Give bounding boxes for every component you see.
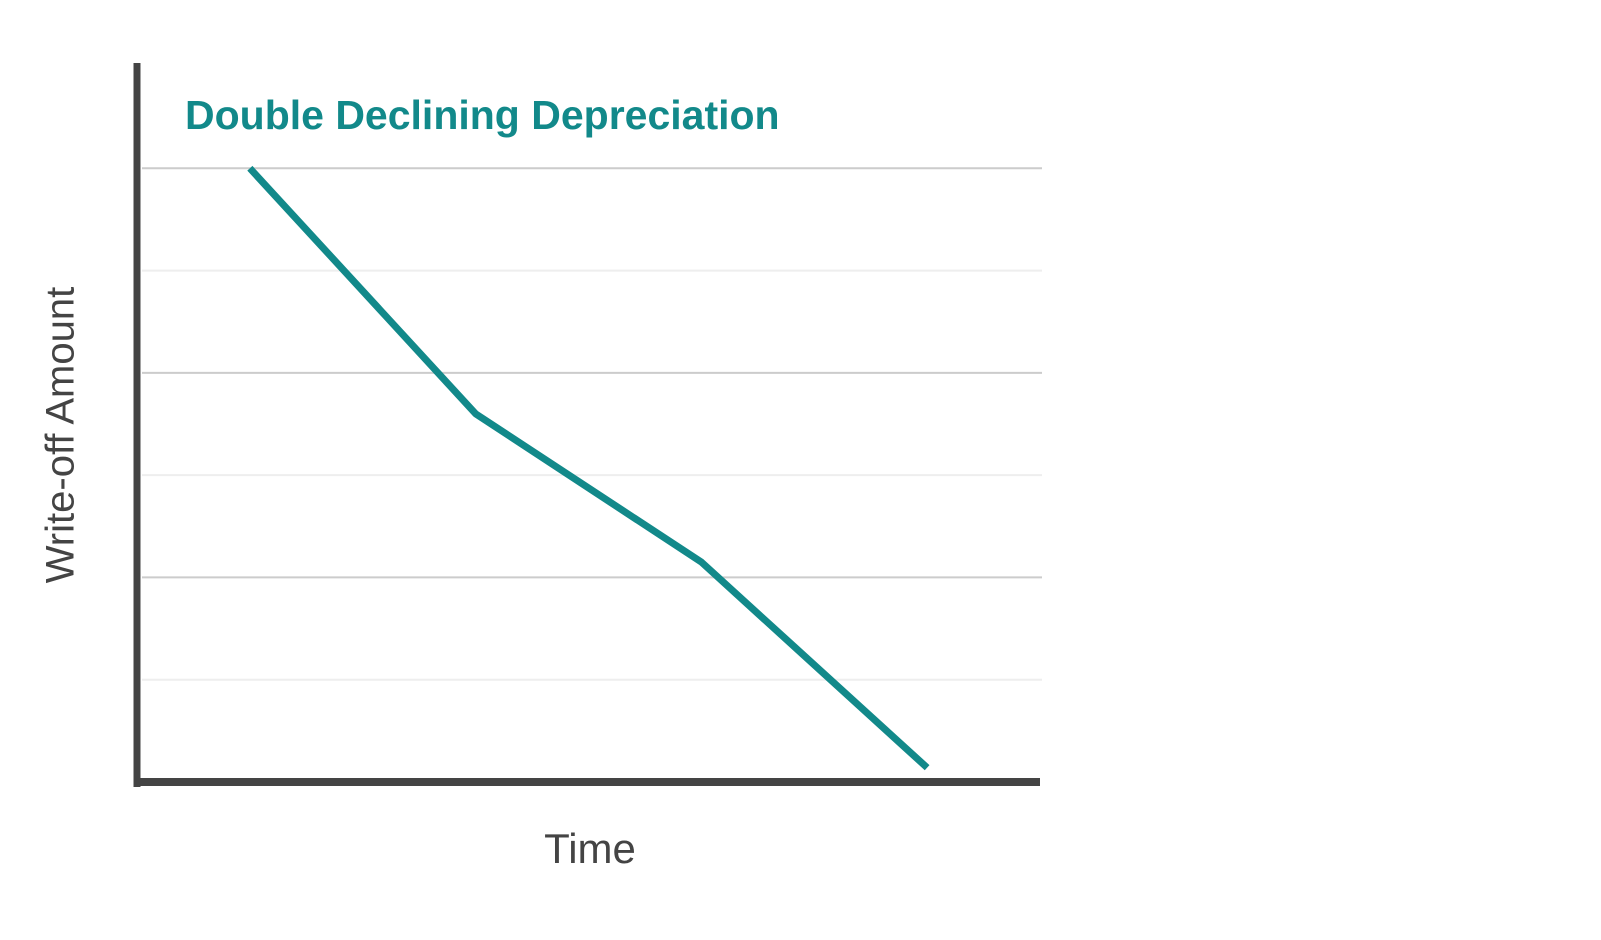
y-axis-label: Write-off Amount bbox=[39, 287, 83, 583]
line bbox=[247, 165, 930, 771]
chart-title: Double Declining Depreciation bbox=[185, 92, 780, 138]
x-axis-label: Time bbox=[544, 825, 636, 872]
